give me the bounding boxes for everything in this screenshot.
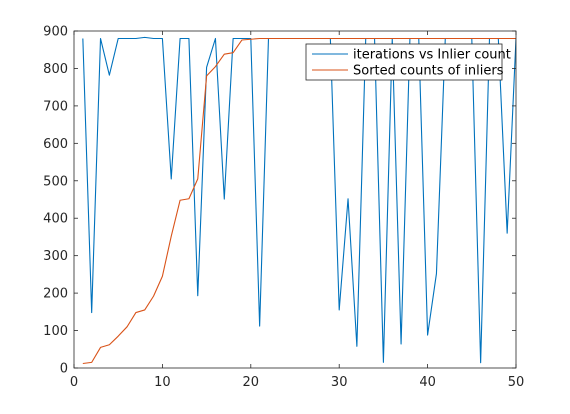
y-tick-label: 900	[43, 25, 68, 40]
y-tick-label: 500	[43, 174, 68, 189]
y-tick-label: 600	[43, 137, 68, 152]
y-tick-label: 800	[43, 62, 68, 77]
x-tick-label: 40	[419, 375, 436, 390]
legend-label-2: Sorted counts of inliers	[353, 64, 504, 79]
y-tick-label: 0	[60, 362, 68, 377]
y-tick-label: 400	[43, 212, 68, 227]
legend-box	[305, 43, 503, 81]
y-tick-label: 700	[43, 99, 68, 114]
y-tick-label: 200	[43, 287, 68, 302]
y-tick-label: 100	[43, 324, 68, 339]
x-tick-label: 0	[70, 375, 78, 390]
y-tick-label: 300	[43, 249, 68, 264]
x-tick-label: 20	[243, 375, 260, 390]
x-tick-label: 50	[508, 375, 525, 390]
series-line-2	[82, 37, 516, 365]
x-tick-label: 10	[154, 375, 171, 390]
legend-label-1: iterations vs Inlier count	[353, 48, 511, 63]
x-tick-label: 30	[331, 375, 348, 390]
axes-box	[73, 30, 517, 369]
